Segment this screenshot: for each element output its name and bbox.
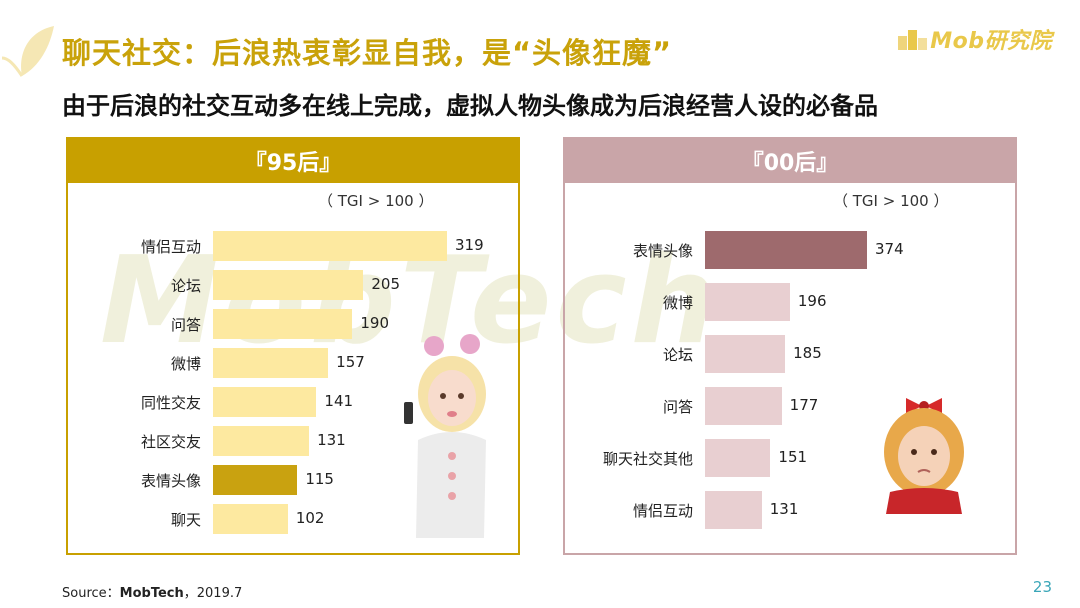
value-label: 131 <box>317 431 346 449</box>
bar <box>213 348 329 378</box>
bar <box>705 231 867 269</box>
bar <box>213 231 447 261</box>
category-label: 问答 <box>662 398 693 416</box>
value-label: 374 <box>875 240 904 258</box>
page-number: 23 <box>1032 578 1052 596</box>
bar <box>213 270 364 300</box>
value-label: 185 <box>793 344 822 362</box>
bar <box>213 465 298 495</box>
category-label: 表情头像 <box>632 242 693 260</box>
page-subtitle: 由于后浪的社交互动多在线上完成，虚拟人物头像成为后浪经营人设的必备品 <box>62 92 878 120</box>
chart-panel-00: 『00后』 （ TGI > 100 ） 表情头像 374 微博 196 论坛 185 问答 17… <box>563 137 1017 555</box>
value-label: 157 <box>336 353 365 371</box>
value-label: 131 <box>769 500 799 518</box>
value-label: 177 <box>789 396 819 414</box>
source-note: Source：MobTech，2019.7 <box>62 582 242 601</box>
category-label: 论坛 <box>662 346 693 364</box>
source-date: ，2019.7 <box>183 586 243 601</box>
value-label: 196 <box>797 292 827 310</box>
value-label: 190 <box>360 314 389 332</box>
bar <box>705 387 782 425</box>
value-label: 102 <box>295 509 325 527</box>
chart-title-95: 『95后』 <box>68 139 518 183</box>
mob-logo: Mob研究院 <box>896 22 1052 56</box>
bar <box>705 439 771 477</box>
category-label: 情侣互动 <box>140 238 201 256</box>
bar <box>705 283 790 321</box>
category-label: 表情头像 <box>140 472 201 490</box>
category-label: 微博 <box>170 355 201 373</box>
bar <box>705 491 762 529</box>
bar <box>213 309 353 339</box>
building-logo-icon <box>898 30 928 50</box>
chart-panel-95: 『95后』 （ TGI > 100 ） 情侣互动 319 论坛 205 问答 190 微博 15… <box>66 137 520 555</box>
bar <box>705 335 786 373</box>
source-name: MobTech <box>119 586 184 601</box>
page-title: 聊天社交：后浪热衷彰显自我，是“头像狂魔” <box>62 36 673 70</box>
value-label: 319 <box>455 236 484 254</box>
category-label: 论坛 <box>170 277 201 295</box>
category-label: 社区交友 <box>140 433 201 451</box>
category-label: 聊天 <box>170 511 201 529</box>
decorative-leaf-icon <box>1 26 54 77</box>
chart-title-00: 『00后』 <box>565 139 1015 183</box>
category-label: 聊天社交其他 <box>602 450 693 468</box>
tgi-note: （ TGI > 100 ） <box>833 192 949 210</box>
bar-chart-95: （ TGI > 100 ） 情侣互动 319 论坛 205 问答 190 微博 157 同性交友 1… <box>68 183 518 553</box>
logo-text: Mob研究院 <box>930 29 1052 54</box>
category-label: 同性交友 <box>140 394 201 412</box>
source-label: Source： <box>62 586 120 601</box>
value-label: 151 <box>778 448 808 466</box>
category-label: 情侣互动 <box>632 502 693 520</box>
bar <box>213 426 310 456</box>
category-label: 问答 <box>170 316 201 334</box>
value-label: 205 <box>371 275 401 293</box>
bar <box>213 387 317 417</box>
tgi-note: （ TGI > 100 ） <box>318 192 434 210</box>
bar-chart-00: （ TGI > 100 ） 表情头像 374 微博 196 论坛 185 问答 177 聊天社交其… <box>565 183 1015 553</box>
value-label: 115 <box>305 470 334 488</box>
value-label: 141 <box>324 392 354 410</box>
bar <box>213 504 288 534</box>
category-label: 微博 <box>662 294 693 312</box>
